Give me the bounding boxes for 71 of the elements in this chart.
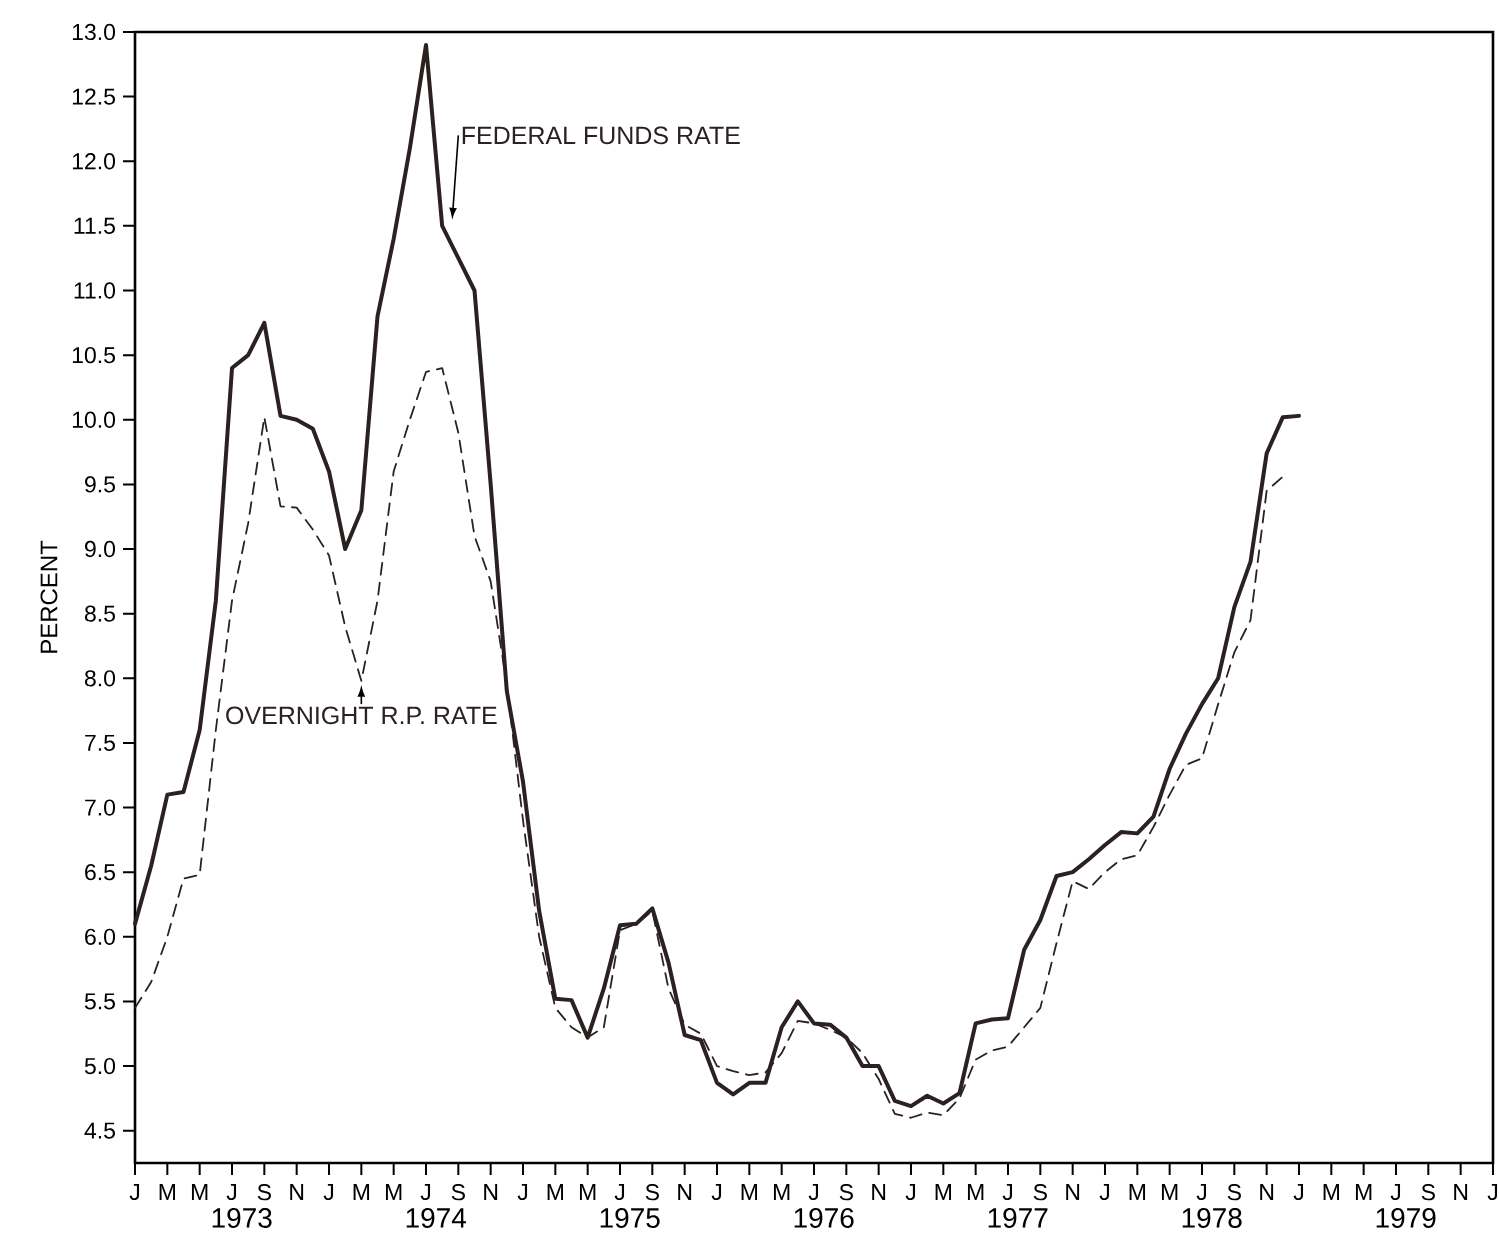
y-tick-label: 12.0 [72, 153, 116, 170]
y-tick-label: 9.5 [85, 476, 115, 493]
text: 1979 [1376, 1208, 1436, 1228]
x-tick-label: N [1260, 1184, 1274, 1200]
x-tick-label: M [579, 1184, 596, 1200]
text: 1976 [794, 1208, 854, 1228]
x-tick-label: J [1196, 1184, 1207, 1201]
x-tick-label: M [1355, 1184, 1372, 1200]
text: 1975 [600, 1208, 660, 1228]
y-tick-label: 8.0 [84, 670, 116, 687]
x-tick-label: M [935, 1184, 951, 1200]
x-tick-label: M [1161, 1184, 1178, 1200]
x-tick-label: J [420, 1184, 431, 1201]
x-tick-label: N [678, 1184, 692, 1200]
y-tick-label: 11.0 [74, 282, 116, 299]
y-tick-label: 10.0 [72, 411, 116, 428]
x-tick-label: J [517, 1184, 528, 1201]
y-tick-label: 6.5 [85, 864, 115, 881]
x-tick-label: J [1390, 1184, 1401, 1201]
x-tick-label: M [773, 1184, 790, 1200]
x-tick-label: J [711, 1184, 722, 1201]
y-tick-label: 4.5 [84, 1122, 115, 1139]
x-tick-label: M [741, 1184, 757, 1200]
x-tick-label: J [323, 1184, 334, 1201]
x-tick-label: M [159, 1184, 176, 1200]
x-tick-label: S [1421, 1184, 1435, 1201]
x-tick-label: J [1099, 1184, 1110, 1201]
x-tick-label: S [451, 1184, 465, 1201]
x-tick-label: M [967, 1184, 984, 1200]
x-tick-label: M [547, 1184, 564, 1200]
y-tick-label: 7.0 [85, 799, 116, 816]
x-tick-label: J [1002, 1184, 1013, 1201]
y-tick-label: 12.5 [72, 88, 115, 105]
x-tick-label: M [191, 1184, 208, 1200]
x-tick-label: J [614, 1184, 625, 1201]
series-label: OVERNIGHT R.P. RATE [226, 706, 497, 725]
x-tick-label: N [1066, 1184, 1080, 1200]
text: 1977 [988, 1208, 1048, 1228]
x-tick-label: M [1323, 1184, 1339, 1200]
x-tick-label: S [839, 1184, 853, 1201]
x-tick-label: N [872, 1184, 886, 1200]
x-tick-label: J [129, 1184, 140, 1201]
y-tick-label: 8.5 [84, 605, 115, 622]
y-tick-label: 13.0 [72, 23, 116, 41]
x-tick-label: M [385, 1184, 402, 1200]
y-tick-label: 11.5 [74, 217, 115, 234]
x-tick-label: S [1227, 1184, 1241, 1201]
x-tick-label: J [808, 1184, 819, 1201]
y-tick-label: 9.0 [85, 540, 116, 558]
y-tick-label: 10.5 [72, 346, 115, 364]
y-tick-label: 5.5 [84, 993, 115, 1010]
x-tick-label: M [353, 1184, 370, 1200]
x-tick-label: J [905, 1184, 916, 1201]
x-tick-label: N [484, 1184, 498, 1200]
series-label: FEDERAL FUNDS RATE [462, 126, 740, 145]
y-tick-label: 7.5 [85, 734, 115, 751]
text: 1974 [406, 1208, 466, 1228]
x-tick-label: S [1033, 1184, 1047, 1201]
x-tick-label: N [1454, 1184, 1468, 1200]
x-tick-label: J [1293, 1184, 1304, 1201]
x-tick-label: S [257, 1184, 271, 1201]
x-tick-label: J [1487, 1184, 1498, 1201]
x-tick-label: M [1129, 1184, 1145, 1200]
text: 1973 [212, 1208, 272, 1228]
x-tick-label: N [290, 1184, 304, 1200]
y-axis-title: PERCENT [40, 540, 58, 653]
y-tick-label: 5.0 [84, 1057, 116, 1075]
text: 1978 [1182, 1208, 1242, 1228]
y-tick-label: 6.0 [85, 928, 116, 945]
x-tick-label: J [226, 1184, 237, 1201]
x-tick-label: S [645, 1184, 659, 1201]
